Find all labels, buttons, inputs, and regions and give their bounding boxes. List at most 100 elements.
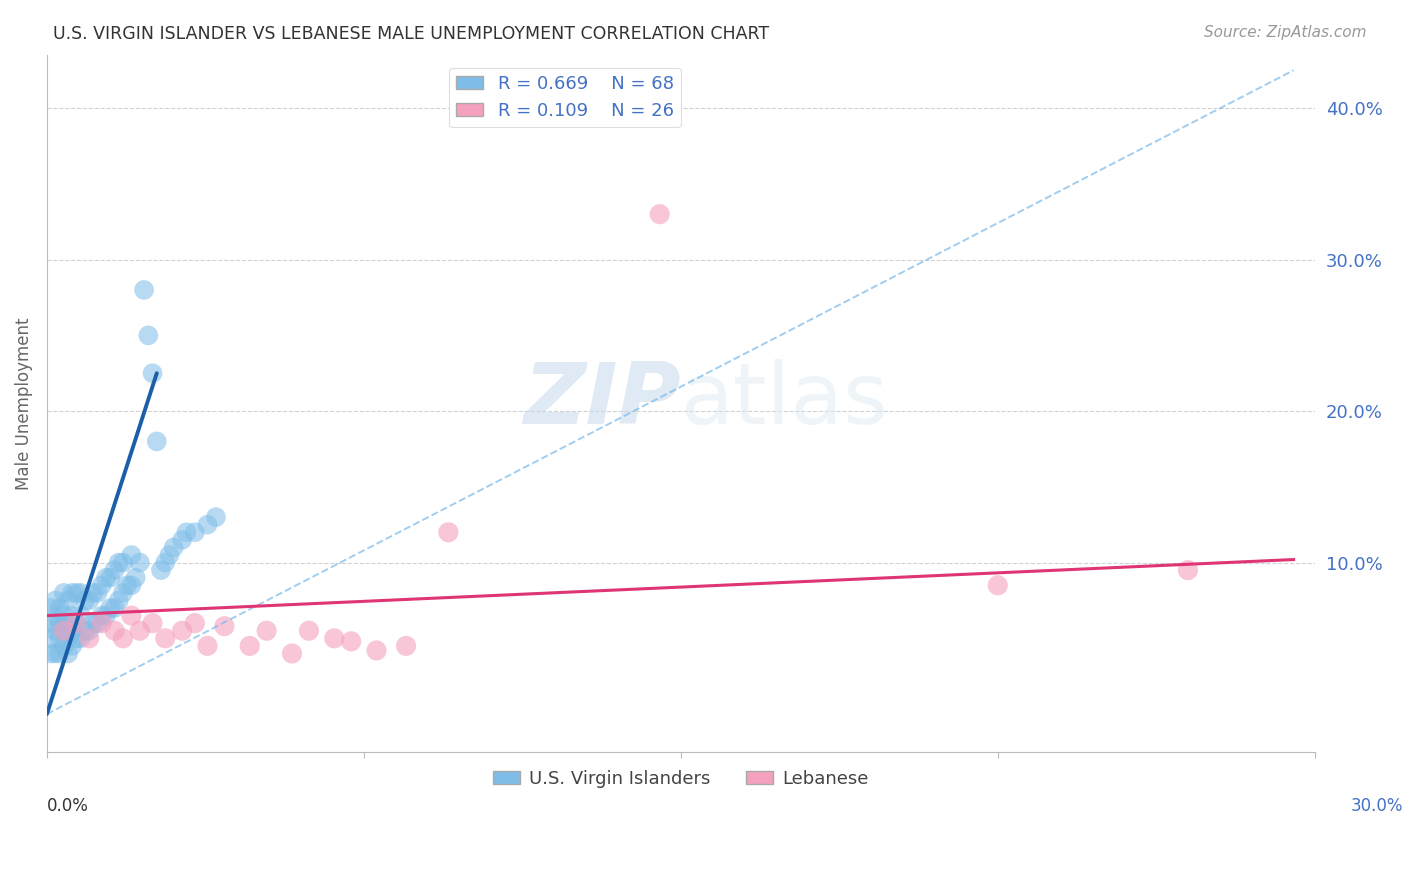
Point	[145, 434, 167, 449]
Point	[120, 578, 142, 592]
Point	[214, 619, 236, 633]
Text: ZIP: ZIP	[523, 359, 681, 442]
Point	[395, 639, 418, 653]
Point	[172, 533, 194, 547]
Point	[120, 608, 142, 623]
Text: atlas: atlas	[681, 359, 889, 442]
Point	[111, 586, 134, 600]
Point	[128, 556, 150, 570]
Point	[1177, 563, 1199, 577]
Point	[150, 563, 173, 577]
Point	[172, 624, 194, 638]
Legend: U.S. Virgin Islanders, Lebanese: U.S. Virgin Islanders, Lebanese	[485, 763, 876, 795]
Point	[56, 593, 79, 607]
Point	[48, 616, 70, 631]
Point	[48, 632, 70, 646]
Point	[94, 608, 117, 623]
Point	[65, 616, 87, 631]
Point	[103, 601, 125, 615]
Point	[176, 525, 198, 540]
Point	[98, 601, 121, 615]
Point	[69, 586, 91, 600]
Point	[39, 647, 62, 661]
Point	[44, 608, 66, 623]
Point	[48, 647, 70, 661]
Point	[256, 624, 278, 638]
Point	[86, 586, 108, 600]
Point	[60, 639, 83, 653]
Point	[39, 601, 62, 615]
Point	[56, 647, 79, 661]
Text: Source: ZipAtlas.com: Source: ZipAtlas.com	[1204, 25, 1367, 40]
Point	[90, 608, 112, 623]
Point	[69, 608, 91, 623]
Point	[107, 593, 129, 607]
Point	[155, 632, 177, 646]
Point	[52, 624, 75, 638]
Point	[82, 616, 104, 631]
Text: U.S. VIRGIN ISLANDER VS LEBANESE MALE UNEMPLOYMENT CORRELATION CHART: U.S. VIRGIN ISLANDER VS LEBANESE MALE UN…	[53, 25, 769, 43]
Point	[159, 548, 181, 562]
Point	[281, 647, 304, 661]
Point	[82, 586, 104, 600]
Point	[56, 616, 79, 631]
Point	[52, 608, 75, 623]
Point	[239, 639, 262, 653]
Point	[141, 366, 163, 380]
Point	[987, 578, 1010, 592]
Point	[52, 586, 75, 600]
Point	[90, 578, 112, 592]
Point	[65, 586, 87, 600]
Point	[124, 571, 146, 585]
Point	[60, 624, 83, 638]
Point	[44, 593, 66, 607]
Point	[39, 616, 62, 631]
Point	[77, 632, 100, 646]
Point	[56, 632, 79, 646]
Point	[111, 632, 134, 646]
Point	[65, 632, 87, 646]
Point	[128, 624, 150, 638]
Point	[60, 608, 83, 623]
Point	[163, 541, 186, 555]
Point	[98, 571, 121, 585]
Point	[205, 510, 228, 524]
Point	[155, 556, 177, 570]
Point	[103, 624, 125, 638]
Point	[48, 601, 70, 615]
Point	[323, 632, 346, 646]
Point	[197, 639, 219, 653]
Point	[52, 639, 75, 653]
Point	[120, 548, 142, 562]
Point	[39, 632, 62, 646]
Point	[107, 556, 129, 570]
Point	[65, 616, 87, 631]
Point	[648, 207, 671, 221]
Point	[69, 632, 91, 646]
Point	[111, 556, 134, 570]
Point	[298, 624, 321, 638]
Point	[136, 328, 159, 343]
Point	[132, 283, 155, 297]
Point	[141, 616, 163, 631]
Point	[115, 578, 138, 592]
Point	[73, 624, 96, 638]
Point	[340, 634, 363, 648]
Y-axis label: Male Unemployment: Male Unemployment	[15, 318, 32, 490]
Point	[77, 593, 100, 607]
Point	[77, 624, 100, 638]
Point	[73, 593, 96, 607]
Point	[44, 647, 66, 661]
Point	[90, 616, 112, 631]
Text: 0.0%: 0.0%	[46, 797, 89, 815]
Point	[44, 624, 66, 638]
Point	[52, 624, 75, 638]
Point	[103, 563, 125, 577]
Point	[366, 643, 388, 657]
Point	[86, 616, 108, 631]
Point	[184, 525, 207, 540]
Point	[437, 525, 460, 540]
Text: 30.0%: 30.0%	[1351, 797, 1403, 815]
Point	[197, 517, 219, 532]
Point	[94, 571, 117, 585]
